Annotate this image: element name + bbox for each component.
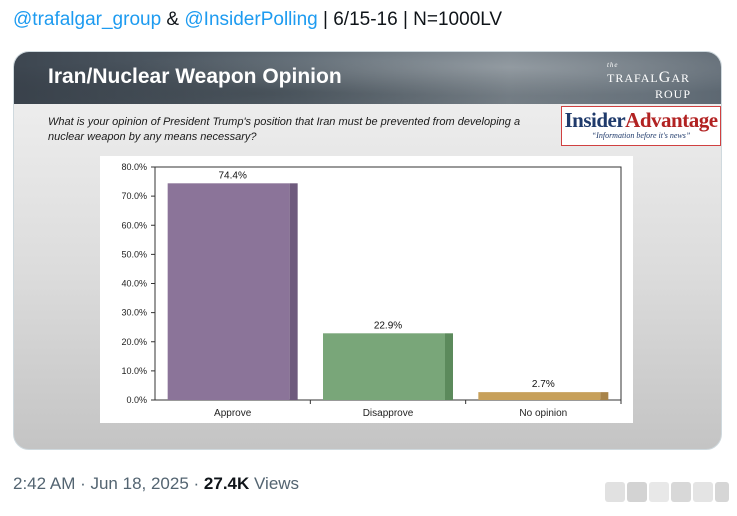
- views-count: 27.4K: [203, 474, 250, 493]
- trafalgar-logo: the TRAFALGAR ROUP: [606, 61, 691, 102]
- bar-approve: [167, 183, 290, 400]
- timestamp[interactable]: 2:42 AM · Jun 18, 2025 ·: [13, 474, 204, 493]
- y-tick-label: 70.0%: [121, 191, 147, 201]
- tweet-rest-text: | 6/15-16 | N=1000LV: [317, 9, 503, 30]
- value-label: 22.9%: [374, 320, 402, 331]
- value-label: 74.4%: [218, 170, 246, 181]
- bar-chart: 0.0% 10.0% 20.0% 30.0% 40.0% 50.0% 60.0% 70.0% 8…: [100, 156, 633, 423]
- bar-shade: [600, 392, 609, 400]
- y-tick-label: 20.0%: [121, 337, 147, 347]
- y-tick-label: 40.0%: [121, 279, 147, 289]
- card-header: Iran/Nuclear Weapon Opinion the TRAFALGA…: [14, 52, 721, 104]
- chart-svg: 0.0% 10.0% 20.0% 30.0% 40.0% 50.0% 60.0% 70.0% 8…: [121, 162, 622, 419]
- y-tick-label: 60.0%: [121, 220, 147, 230]
- category-label: No opinion: [519, 408, 567, 419]
- category-label: Approve: [214, 408, 252, 419]
- card-title: Iran/Nuclear Weapon Opinion: [48, 65, 342, 88]
- mention-insiderpolling-link[interactable]: @InsiderPolling: [184, 9, 318, 30]
- bar-disapprove: [323, 333, 445, 400]
- y-tick-label: 0.0%: [126, 395, 147, 405]
- bar-shade: [289, 183, 298, 400]
- bar-no-opinion: [478, 392, 601, 400]
- y-tick-label: 30.0%: [121, 308, 147, 318]
- insider-advantage-logo: InsiderAdvantage “Information before it'…: [561, 106, 721, 146]
- value-label: 2.7%: [532, 379, 555, 390]
- tweet-text: @trafalgar_group & @InsiderPolling | 6/1…: [13, 9, 502, 31]
- survey-question: What is your opinion of President Trump'…: [48, 116, 521, 143]
- y-tick-label: 50.0%: [121, 249, 147, 259]
- media-image[interactable]: Iran/Nuclear Weapon Opinion the TRAFALGA…: [13, 51, 722, 450]
- mention-trafalgar-link[interactable]: @trafalgar_group: [13, 9, 162, 30]
- bar-shade: [445, 333, 453, 400]
- ampersand-text: &: [161, 9, 185, 30]
- category-label: Disapprove: [363, 408, 414, 419]
- views-label: Views: [249, 474, 300, 493]
- y-tick-label: 10.0%: [121, 366, 147, 376]
- tweet-meta: 2:42 AM · Jun 18, 2025 · 27.4K Views: [13, 474, 299, 494]
- redacted-action-bar: [605, 482, 729, 502]
- y-tick-label: 80.0%: [121, 162, 147, 172]
